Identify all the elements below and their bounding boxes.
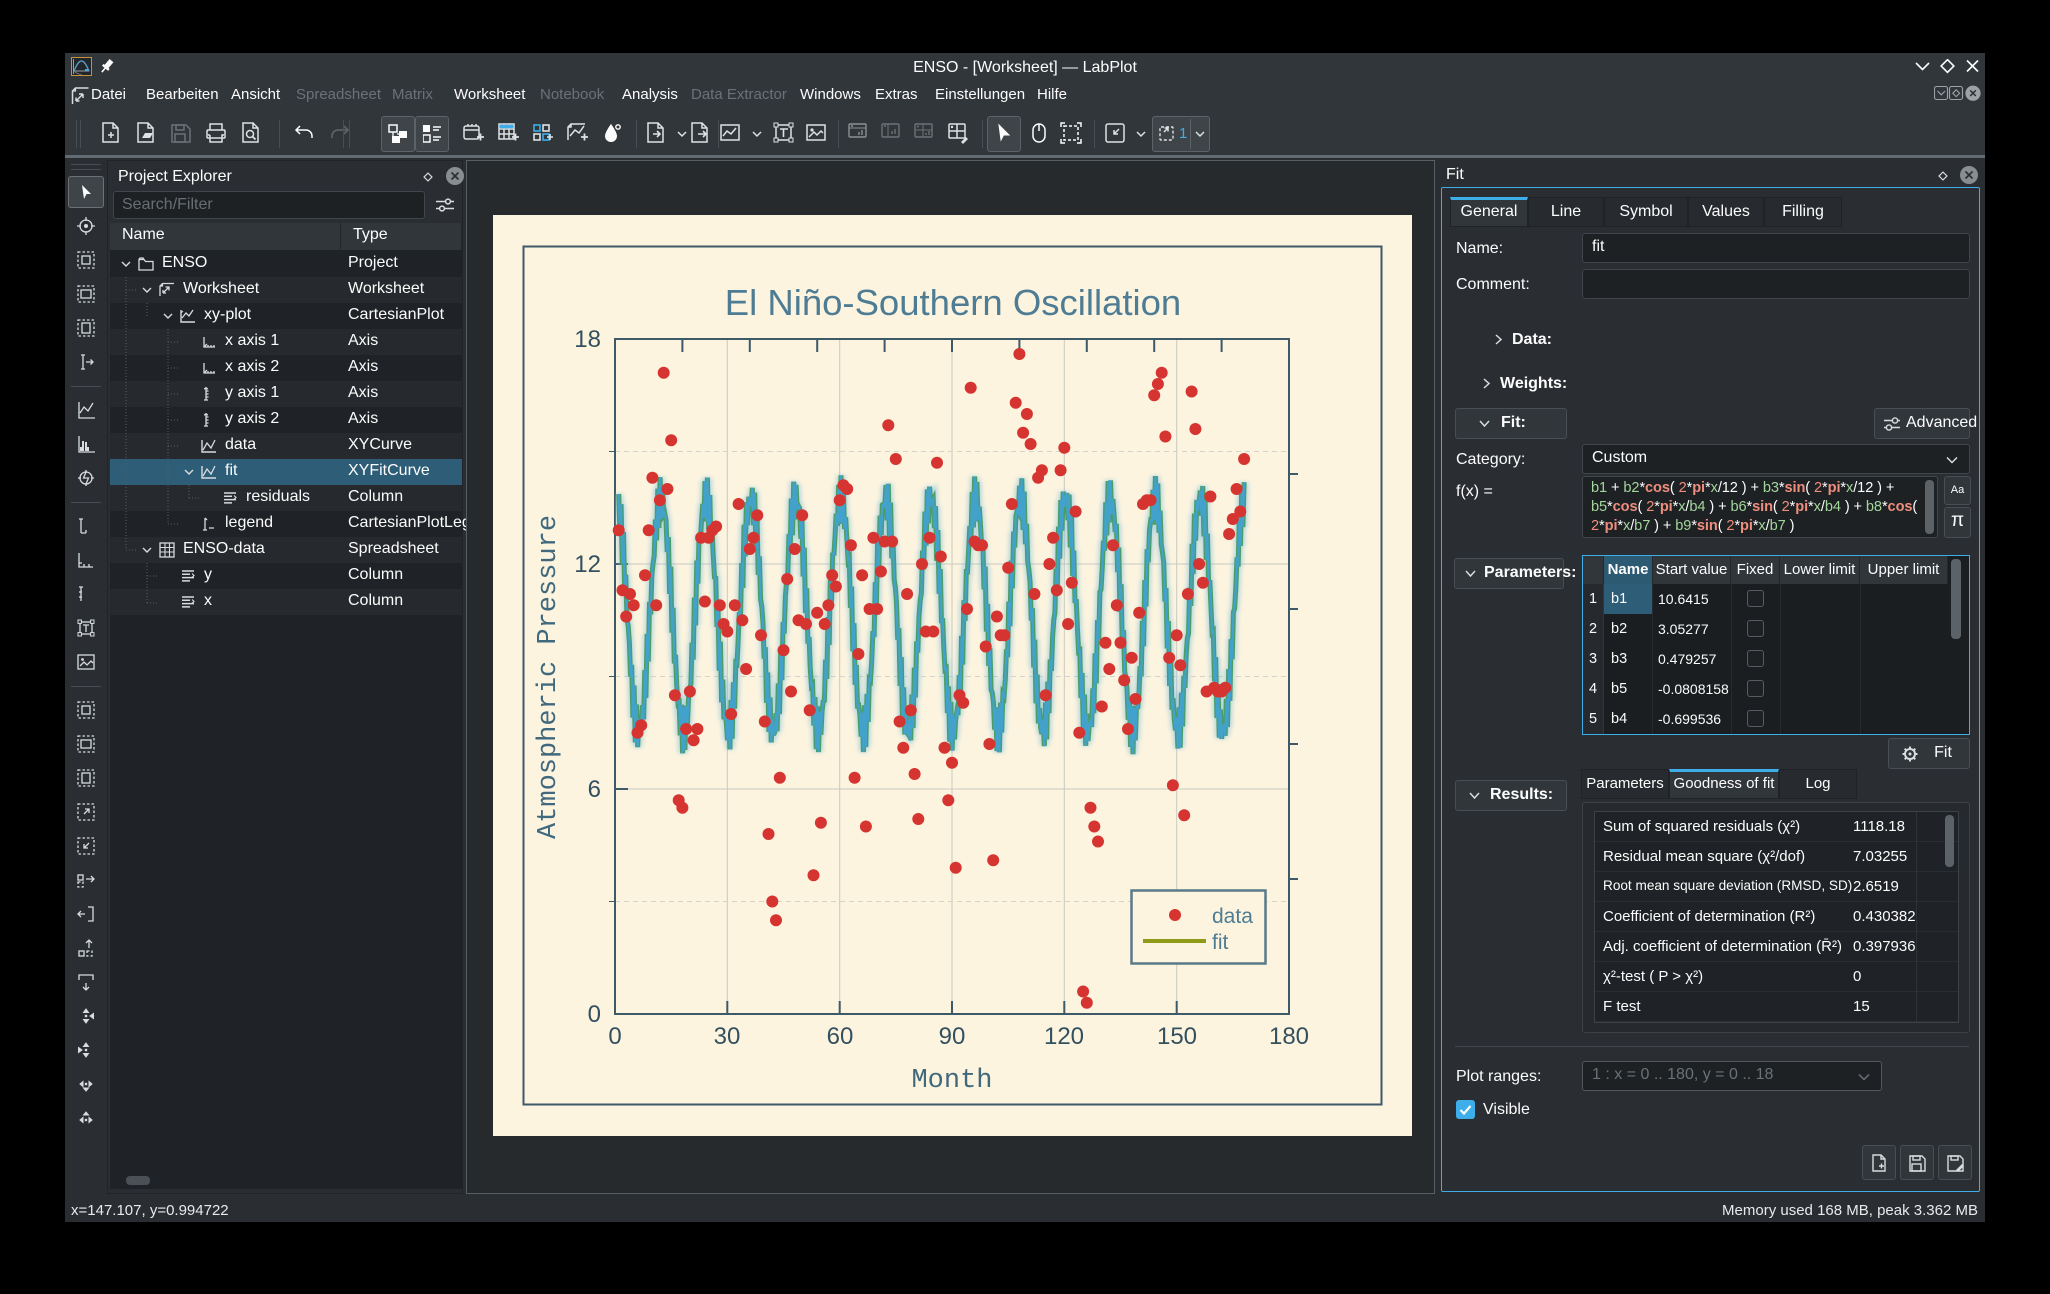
svg-text:90: 90 — [939, 1023, 966, 1050]
svg-text:fit: fit — [1212, 931, 1229, 954]
svg-text:30: 30 — [714, 1023, 741, 1050]
svg-text:Month: Month — [911, 1066, 992, 1096]
svg-text:12: 12 — [574, 551, 601, 578]
svg-text:data: data — [1212, 905, 1253, 928]
svg-text:180: 180 — [1269, 1023, 1309, 1050]
svg-text:60: 60 — [827, 1023, 854, 1050]
svg-text:Atmospheric Pressure: Atmospheric Pressure — [534, 515, 564, 839]
svg-text:El Niño-Southern Oscillation: El Niño-Southern Oscillation — [725, 282, 1181, 323]
svg-text:18: 18 — [574, 326, 601, 353]
svg-text:6: 6 — [588, 776, 601, 803]
svg-text:120: 120 — [1044, 1023, 1084, 1050]
svg-text:150: 150 — [1157, 1023, 1197, 1050]
svg-text:0: 0 — [608, 1023, 621, 1050]
svg-text:0: 0 — [588, 1001, 601, 1028]
